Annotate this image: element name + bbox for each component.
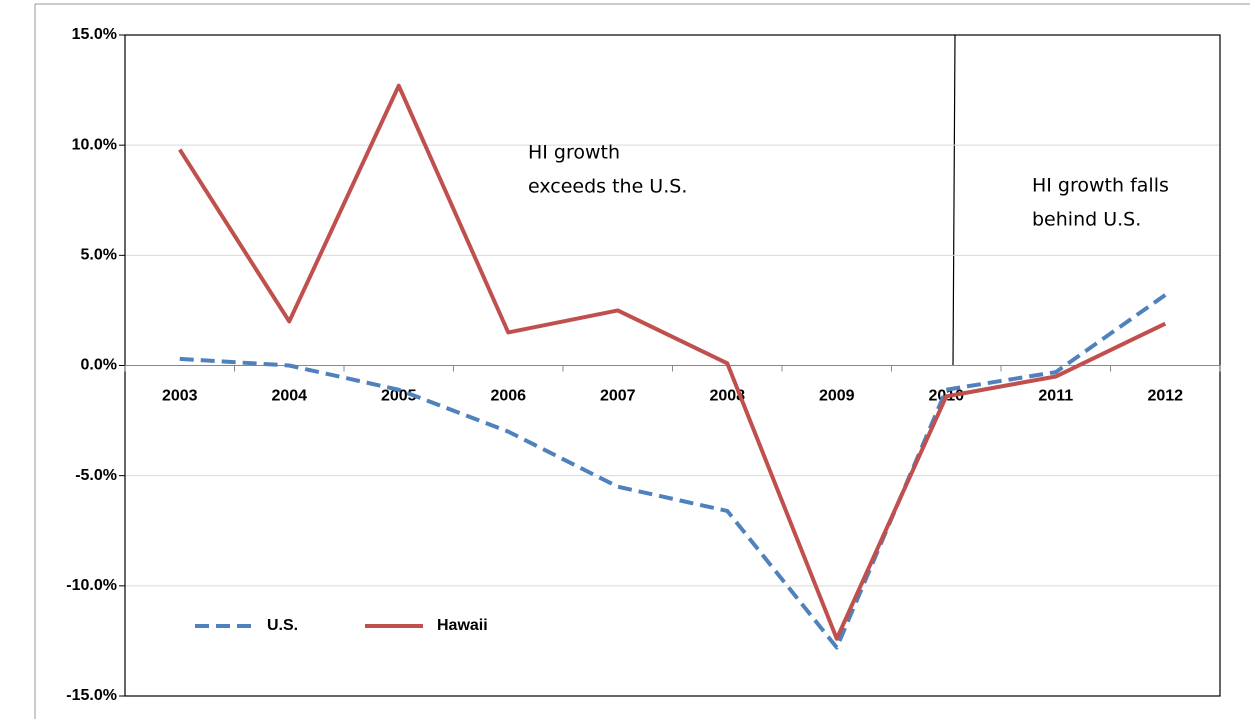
y-tick-label: -10.0% [66,577,117,594]
annotation: HI growth falls [1032,175,1169,197]
x-tick-label: 2004 [271,388,307,405]
x-tick-label: 2003 [162,388,198,405]
x-tick-label: 2011 [1038,388,1073,405]
data-line [178,83,1167,641]
y-tick-label: 15.0% [72,26,117,43]
y-tick-label: 5.0% [81,247,117,264]
y-tick-label: -15.0% [66,687,117,704]
x-tick-label: 2006 [490,388,526,405]
y-tick-label: -5.0% [75,467,117,484]
y-tick-label: 10.0% [72,136,117,153]
annotation: behind U.S. [1032,209,1141,231]
divider-line [952,34,956,367]
annotation: HI growth [528,142,620,164]
x-tick-label: 2009 [819,388,855,405]
legend-label: U.S. [267,617,298,634]
annotation: exceeds the U.S. [528,176,687,198]
data-line [179,293,1167,650]
legend-label: Hawaii [437,617,488,634]
x-tick-label: 2012 [1147,388,1183,405]
x-tick-label: 2007 [600,388,636,405]
y-tick-label: 0.0% [81,357,117,374]
x-tick-label: 2008 [709,388,745,405]
